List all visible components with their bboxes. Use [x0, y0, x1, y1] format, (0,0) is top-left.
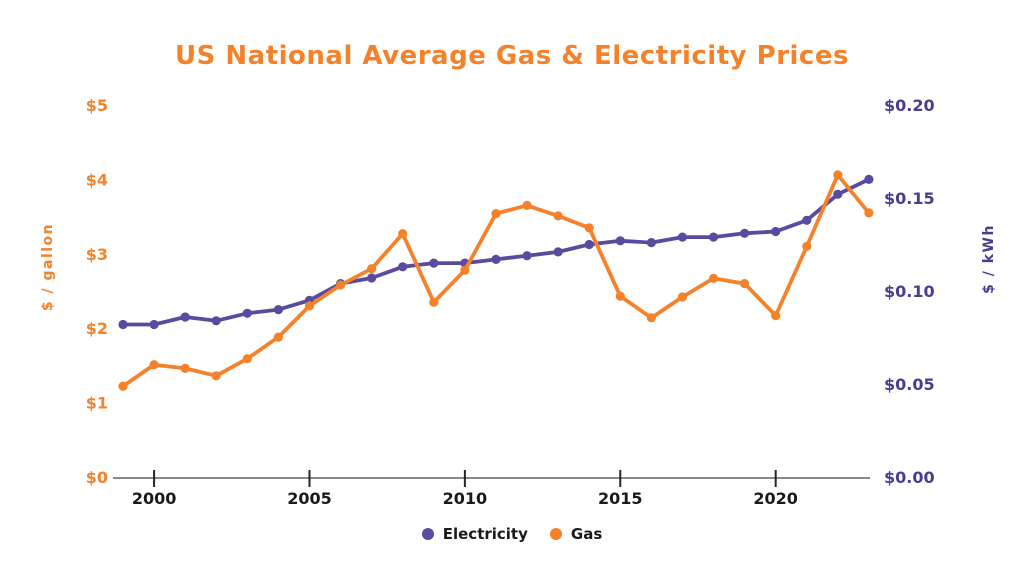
- x-tick-label: 2015: [598, 489, 643, 508]
- chart-title: US National Average Gas & Electricity Pr…: [175, 41, 849, 71]
- left-axis-title-gallon: $ / gallon: [40, 222, 56, 312]
- gas-data-point: [429, 297, 439, 307]
- gas-data-point: [398, 229, 408, 239]
- gas-data-point: [553, 211, 563, 221]
- gas-data-point: [242, 354, 252, 364]
- gas-data-point: [615, 291, 625, 301]
- electricity-data-point: [584, 239, 594, 250]
- left-axis-tick-label: $4: [86, 170, 108, 189]
- electricity-data-point: [553, 247, 563, 257]
- gas-series-line: [121, 172, 871, 389]
- electricity-data-point: [646, 238, 657, 248]
- electricity-data-point: [802, 215, 812, 225]
- gas-legend-label: Gas: [570, 525, 603, 543]
- legend-item-electricity: Electricity: [421, 525, 528, 543]
- legend: Electricity Gas: [0, 525, 1024, 543]
- electricity-data-point: [740, 228, 750, 238]
- gas-data-point: [149, 360, 159, 370]
- electricity-data-point: [367, 273, 377, 283]
- gas-data-point: [833, 170, 843, 180]
- electricity-data-point: [771, 226, 781, 237]
- electricity-data-point: [522, 251, 532, 261]
- electricity-data-point: [149, 319, 159, 330]
- right-axis-tick-label: $0.00: [884, 468, 935, 487]
- left-axis-tick-label: $3: [86, 245, 108, 264]
- electricity-series-line: [121, 177, 871, 327]
- gas-data-point: [460, 265, 470, 275]
- gas-data-point: [584, 223, 594, 233]
- electricity-data-point: [833, 189, 843, 199]
- electricity-data-point: [118, 319, 128, 330]
- electricity-data-point: [273, 305, 283, 315]
- gas-data-point: [708, 273, 719, 283]
- gas-data-point: [180, 363, 190, 373]
- x-tick-label: 2005: [287, 489, 332, 508]
- gas-data-point: [211, 371, 221, 381]
- gas-data-point: [304, 301, 315, 311]
- electricity-data-point: [864, 174, 874, 184]
- right-axis-tick-label: $0.10: [884, 282, 935, 301]
- gas-data-point: [118, 381, 128, 391]
- left-axis-tick-label: $0: [86, 468, 108, 487]
- electricity-data-point: [180, 312, 190, 322]
- electricity-data-point: [677, 232, 688, 242]
- gas-data-point: [802, 241, 812, 251]
- electricity-data-point: [242, 308, 252, 318]
- gas-data-point: [740, 279, 750, 289]
- gas-data-point: [336, 280, 346, 290]
- electricity-data-point: [708, 232, 719, 242]
- right-axis-tick-label: $0.05: [884, 375, 935, 394]
- gas-data-point: [522, 200, 532, 210]
- electricity-data-point: [398, 262, 408, 272]
- gas-data-point: [771, 311, 781, 321]
- x-tick-label: 2020: [753, 489, 798, 508]
- x-tick-label: 2010: [443, 489, 488, 508]
- gas-data-point: [864, 208, 874, 218]
- electricity-data-point: [615, 236, 625, 246]
- gas-data-point: [491, 209, 501, 219]
- gas-data-point: [367, 264, 377, 274]
- gas-data-point: [677, 292, 688, 302]
- right-axis-title-kwh: $ / kWh: [981, 224, 997, 294]
- electricity-legend-label: Electricity: [442, 525, 528, 543]
- right-axis-tick-label: $0.20: [884, 96, 935, 115]
- left-axis-tick-label: $1: [86, 394, 108, 413]
- electricity-data-point: [211, 316, 221, 326]
- gas-legend-marker-icon: [549, 528, 562, 540]
- right-axis-tick-label: $0.15: [884, 189, 935, 208]
- gas-data-point: [273, 332, 283, 342]
- gas-data-point: [646, 313, 657, 323]
- electricity-legend-marker-icon: [421, 528, 434, 540]
- electricity-data-point: [491, 254, 501, 264]
- left-axis-tick-label: $2: [86, 319, 108, 338]
- x-tick-label: 2000: [132, 489, 177, 508]
- electricity-data-point: [429, 258, 439, 268]
- legend-item-gas: Gas: [549, 525, 603, 543]
- left-axis-tick-label: $5: [86, 96, 108, 115]
